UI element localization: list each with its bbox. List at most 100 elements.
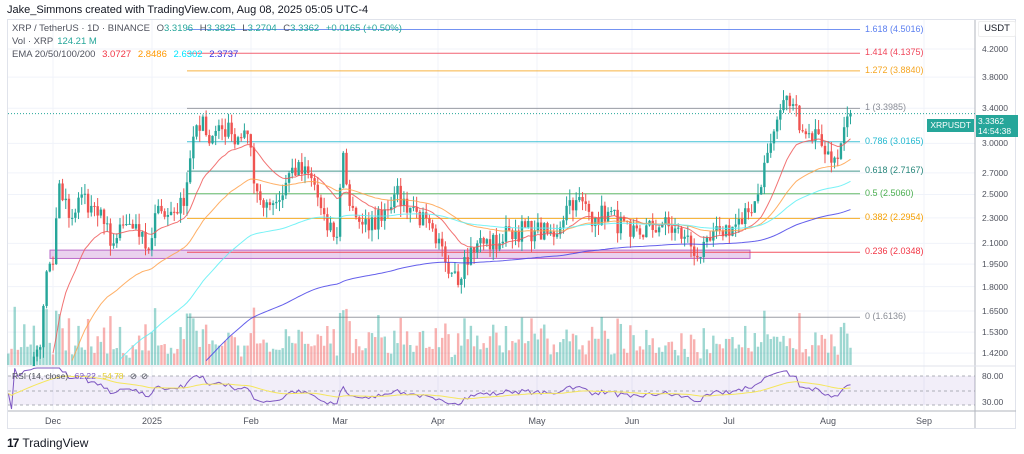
volume-bar: [520, 317, 524, 365]
volume-bar: [176, 348, 179, 365]
volume-bar: [708, 353, 712, 365]
candle-body: [96, 206, 99, 216]
candle-body: [275, 201, 278, 204]
volume-bar: [495, 332, 498, 365]
volume-bar: [578, 349, 581, 365]
candle-body: [565, 205, 568, 221]
volume-bar: [173, 353, 176, 365]
candle-body: [217, 125, 221, 131]
candle-body: [163, 211, 166, 217]
volume-bar: [13, 306, 16, 365]
candle-body: [495, 234, 498, 250]
volume-bar: [801, 352, 804, 365]
volume-bar: [144, 324, 147, 365]
volume-bar: [440, 337, 444, 365]
candle-body: [396, 185, 399, 195]
high-value: 3.3825: [206, 23, 236, 34]
volume-bar: [731, 337, 734, 365]
volume-bar: [236, 345, 240, 365]
ema-label[interactable]: EMA 20/50/100/200: [12, 49, 96, 60]
volume-bar: [463, 318, 466, 365]
hidden-eye-icon[interactable]: ⊘: [129, 371, 138, 381]
candle-body: [651, 220, 654, 230]
volume-bar: [322, 345, 326, 365]
volume-bar: [93, 352, 96, 365]
volume-bar: [622, 348, 626, 365]
close-value: 3.3362: [290, 23, 320, 34]
volume-bar: [303, 343, 307, 365]
candle-body: [581, 196, 584, 202]
volume-bar: [546, 338, 549, 365]
candle-body: [610, 211, 613, 213]
candle-body: [358, 217, 361, 222]
candle-body: [198, 125, 201, 131]
candle-body: [153, 213, 157, 239]
candle-body: [259, 191, 262, 201]
volume-bar: [613, 353, 616, 365]
price-axis-label: 3.0000: [982, 138, 1008, 149]
candle-body: [329, 222, 332, 231]
candle-body: [297, 162, 300, 176]
candle-body: [686, 235, 690, 237]
volume-bar: [826, 352, 830, 365]
volume-bar: [769, 339, 772, 365]
volume-bar: [367, 332, 371, 365]
rsi-label[interactable]: RSI (14, close): [12, 371, 69, 381]
candle-body: [798, 105, 801, 131]
volume-label[interactable]: Vol · XRP: [12, 36, 54, 47]
tradingview-logo[interactable]: 17 TradingView: [7, 436, 88, 450]
rsi-band: [8, 376, 975, 405]
volume-bar: [32, 325, 36, 365]
volume-bar: [466, 339, 469, 365]
candle-body: [823, 145, 827, 155]
volume-bar: [96, 336, 99, 365]
volume-bar: [479, 349, 482, 365]
candle-body: [638, 228, 642, 235]
candle-body: [775, 119, 779, 132]
volume-bar: [48, 342, 52, 365]
high-label: H: [199, 23, 207, 34]
volume-bar: [823, 338, 827, 365]
candle-body: [364, 219, 367, 225]
volume-bar: [10, 348, 13, 365]
rsi-value: 62.22: [74, 371, 96, 381]
candle-body: [440, 238, 444, 247]
volume-bar: [820, 334, 823, 365]
volume-bar: [389, 353, 393, 365]
ema200-value: 2.3737: [209, 49, 239, 60]
candle-body: [428, 218, 431, 224]
candle-body: [169, 211, 173, 215]
candle-body: [747, 208, 750, 213]
volume-bar: [364, 348, 367, 365]
volume-bar: [533, 333, 536, 365]
symbol-name[interactable]: XRP / TetherUS · 1D · BINANCE: [12, 23, 150, 34]
candle-body: [456, 271, 460, 285]
volume-bar: [338, 312, 342, 365]
candle-body: [479, 238, 482, 244]
fib-level-label: 0.5 (2.5060): [865, 187, 914, 198]
hidden-eye-icon[interactable]: ⊘: [141, 371, 149, 381]
candle-body: [307, 166, 310, 174]
candle-body: [415, 207, 418, 212]
candle-body: [128, 223, 131, 225]
ema50-value: 2.8486: [137, 49, 167, 60]
candle-body: [447, 262, 450, 274]
currency-label[interactable]: USDT: [978, 21, 1016, 37]
volume-bars: [7, 306, 852, 365]
volume-bar: [584, 354, 587, 365]
volume-legend: Vol · XRP 124.21 M: [12, 36, 101, 47]
candle-body: [102, 209, 106, 225]
volume-bar: [654, 352, 658, 365]
candle-body: [281, 195, 284, 201]
candle-body: [393, 194, 396, 208]
volume-bar: [482, 343, 485, 365]
volume-bar: [507, 350, 511, 365]
candle-body: [51, 263, 55, 265]
volume-bar: [335, 355, 339, 365]
volume-bar: [712, 335, 715, 365]
candle-body: [482, 238, 485, 244]
time-axis-label: Sep: [915, 416, 933, 426]
volume-bar: [125, 355, 128, 365]
volume-bar: [428, 346, 431, 365]
